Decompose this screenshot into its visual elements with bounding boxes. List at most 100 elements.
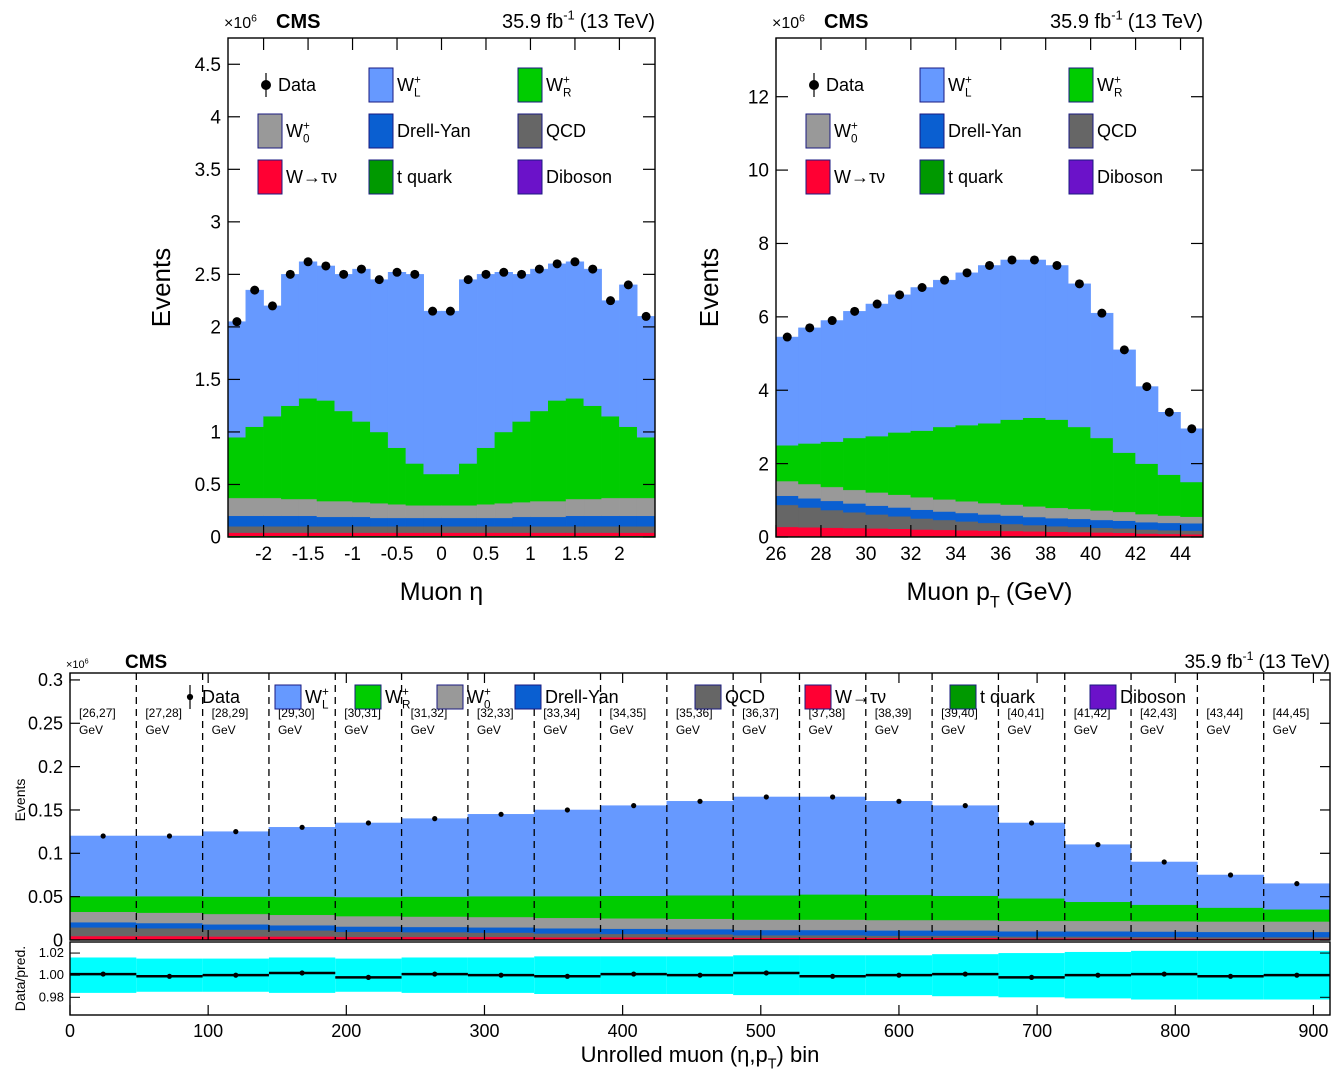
stack-segment xyxy=(227,532,247,536)
data-point xyxy=(1227,872,1234,878)
stack-segment xyxy=(352,526,371,533)
legend-marker xyxy=(186,693,194,701)
text-part: + xyxy=(563,73,570,86)
block-unit: GeV xyxy=(79,723,103,737)
text-part: t quark xyxy=(948,167,1004,187)
y-tick-label: 4.5 xyxy=(195,55,221,76)
stack-segment xyxy=(405,526,424,533)
text-part: R xyxy=(563,86,571,99)
luminosity-label: 35.9 fb-1 (13 TeV) xyxy=(1050,8,1203,33)
stack-segment xyxy=(865,505,889,515)
x-axis-label: Muon η xyxy=(400,578,483,606)
axis-exponent: ×106 xyxy=(772,13,805,32)
stack-segment xyxy=(955,521,979,531)
stack-segment xyxy=(352,268,371,422)
legend-label: Diboson xyxy=(1097,167,1163,187)
stack-segment xyxy=(820,441,844,488)
stack-segment xyxy=(865,894,933,921)
stack-segment xyxy=(583,532,602,536)
stack-segment xyxy=(441,517,460,527)
stack-segment xyxy=(1022,506,1046,518)
y-tick-label: 0.2 xyxy=(38,757,63,777)
stack-segment xyxy=(1000,515,1024,525)
stack-segment xyxy=(1045,531,1069,537)
ratio-point xyxy=(1028,974,1035,980)
y-axis-label: Events xyxy=(12,779,28,822)
y-tick-label: 0.05 xyxy=(28,887,63,907)
legend-label: W+ L xyxy=(948,73,972,99)
legend-swatch xyxy=(919,159,945,195)
stack-segment xyxy=(619,532,638,536)
x-tick-label: 400 xyxy=(608,1021,638,1041)
stack-segment xyxy=(865,801,933,896)
stack-segment xyxy=(843,511,867,529)
ratio-point xyxy=(100,971,106,977)
x-tick-label: 40 xyxy=(1080,544,1101,565)
stack-segment xyxy=(1157,522,1181,531)
stack-segment xyxy=(1064,844,1132,903)
stack-segment xyxy=(245,497,264,517)
stack-segment xyxy=(316,532,336,536)
y-tick-label: 0.1 xyxy=(38,844,63,864)
stack-segment xyxy=(1112,520,1136,529)
stack-segment xyxy=(352,501,371,518)
stack-segment xyxy=(1067,426,1091,510)
text-part: W xyxy=(397,75,414,95)
legend-label: QCD xyxy=(546,121,586,141)
data-point xyxy=(782,332,792,342)
stack-segment xyxy=(334,516,353,527)
stack-segment xyxy=(548,526,567,533)
stack-segment xyxy=(334,274,353,412)
text-part: ) bin xyxy=(777,1042,820,1067)
y-tick-label: 2.5 xyxy=(195,265,221,286)
legend-label: Diboson xyxy=(1120,687,1186,707)
stack-segment xyxy=(666,918,734,930)
stack-segment xyxy=(1064,936,1132,939)
stack-segment xyxy=(268,924,336,931)
legend-label: QCD xyxy=(725,687,765,707)
stack-segment xyxy=(1022,259,1046,419)
stack-segment xyxy=(888,494,912,508)
text-part: + xyxy=(414,73,421,86)
x-tick-label: 28 xyxy=(810,544,831,565)
stack-segment xyxy=(494,532,513,536)
stack-segment xyxy=(600,895,668,919)
text-part: -1 xyxy=(563,8,575,23)
data-point xyxy=(985,260,994,270)
stack-segment xyxy=(263,515,282,527)
legend-label: t quark xyxy=(980,687,1036,707)
stack-segment xyxy=(998,930,1065,937)
stack-segment xyxy=(423,310,442,475)
text-part: QCD xyxy=(725,687,765,707)
text-part: 35.9 fb xyxy=(1050,11,1111,33)
legend-swatch xyxy=(949,684,977,710)
x-tick-label: -2 xyxy=(255,544,272,565)
text-part: T xyxy=(768,1057,777,1073)
stack-segment xyxy=(335,936,402,940)
stack-segment xyxy=(441,310,460,475)
stack-segment xyxy=(467,932,535,938)
stack-segment xyxy=(775,526,799,537)
block-unit: GeV xyxy=(344,723,368,737)
stack-segment xyxy=(401,896,469,917)
stack-segment xyxy=(666,801,734,896)
stack-segment xyxy=(565,261,585,399)
luminosity-label: 35.9 fb-1 (13 TeV) xyxy=(502,8,655,33)
stack-segment xyxy=(601,532,620,536)
text-part: Drell-Yan xyxy=(948,121,1022,141)
stack-segment xyxy=(583,515,602,527)
stack-segment xyxy=(136,922,203,929)
stack-segment xyxy=(268,896,336,916)
stack-segment xyxy=(441,532,460,536)
legend-label: W→τν xyxy=(835,687,886,707)
text-part: W→τν xyxy=(286,167,337,187)
data-point xyxy=(1097,308,1107,318)
stack-segment xyxy=(1112,532,1136,537)
stack-segment xyxy=(636,515,656,527)
data-point xyxy=(827,316,837,326)
stack-segment xyxy=(998,898,1065,922)
block-label: [28,29] xyxy=(212,706,249,720)
stack-segment xyxy=(666,934,734,938)
block-unit: GeV xyxy=(477,723,501,737)
stack-segment xyxy=(316,265,336,401)
